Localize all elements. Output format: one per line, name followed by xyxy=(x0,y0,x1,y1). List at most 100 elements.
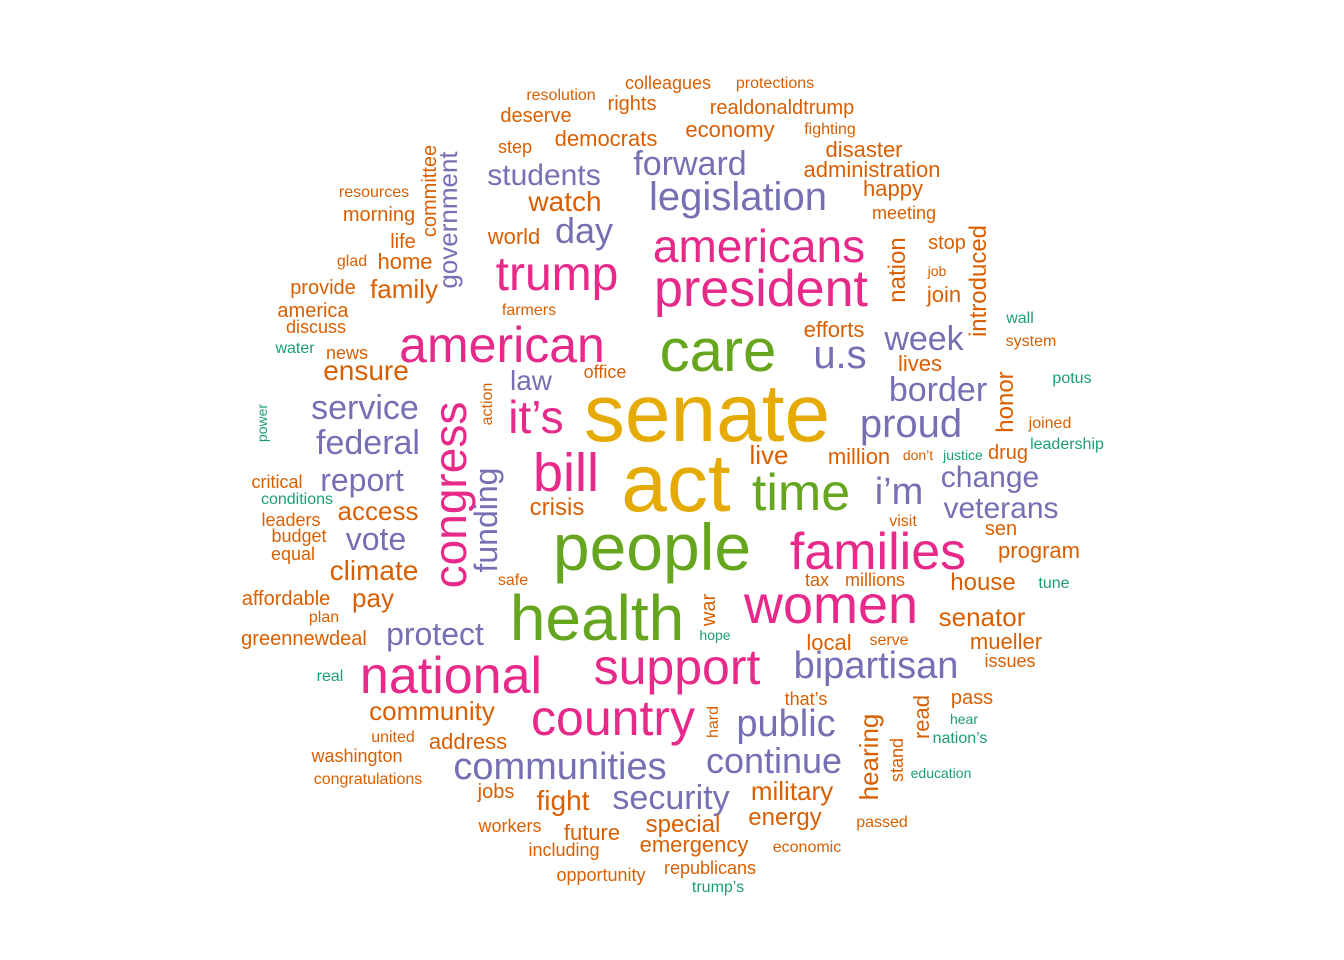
word-bipartisan: bipartisan xyxy=(794,645,959,687)
word-community: community xyxy=(369,696,495,726)
word-women: women xyxy=(743,575,918,635)
word-law: law xyxy=(510,365,553,396)
word-conditions: conditions xyxy=(261,491,333,508)
word-budget: budget xyxy=(271,526,326,546)
word-tune: tune xyxy=(1038,575,1069,592)
word-security: security xyxy=(612,779,729,817)
word-jobs: jobs xyxy=(477,781,515,803)
word-vote: vote xyxy=(346,521,406,557)
word-education: education xyxy=(911,765,972,781)
word-america: america xyxy=(277,300,349,322)
word-efforts: efforts xyxy=(804,317,865,342)
word-access: access xyxy=(338,496,419,526)
word-government: government xyxy=(433,151,463,289)
word-provide: provide xyxy=(290,277,356,299)
word-u-s: u.s xyxy=(813,333,866,377)
word-workers: workers xyxy=(477,816,541,836)
word-washington: washington xyxy=(310,746,402,766)
word-resources: resources xyxy=(339,184,409,201)
word-millions: millions xyxy=(845,570,905,590)
word-stand: stand xyxy=(887,738,907,782)
word-family: family xyxy=(370,274,438,304)
word-resolution: resolution xyxy=(526,87,595,104)
word-time: time xyxy=(752,464,850,522)
word-issues: issues xyxy=(984,651,1035,671)
word-economy: economy xyxy=(685,117,774,142)
word-energy: energy xyxy=(748,804,821,831)
word-congratulations: congratulations xyxy=(314,771,423,788)
word-leadership: leadership xyxy=(1030,436,1104,453)
word-support: support xyxy=(594,639,761,695)
word-crisis: crisis xyxy=(530,494,585,521)
word-continue: continue xyxy=(706,740,842,781)
word-address: address xyxy=(429,729,507,754)
word-legislation: legislation xyxy=(649,175,827,219)
word-day: day xyxy=(555,210,613,251)
word-communities: communities xyxy=(453,746,666,788)
word-water: water xyxy=(274,340,315,357)
word-bill: bill xyxy=(533,443,599,503)
word-disaster: disaster xyxy=(825,137,902,162)
word-special: special xyxy=(646,811,721,838)
word-realdonaldtrump: realdonaldtrump xyxy=(710,97,855,119)
word-lives: lives xyxy=(898,351,942,376)
word-nation: nation xyxy=(884,237,911,302)
word-critical: critical xyxy=(251,472,302,492)
word-don-t: don’t xyxy=(903,447,933,463)
word-news: news xyxy=(326,343,368,363)
word-wall: wall xyxy=(1005,310,1034,327)
word-drug: drug xyxy=(988,442,1028,464)
word-joined: joined xyxy=(1028,415,1072,432)
word-forward: forward xyxy=(633,145,746,183)
word-administration: administration xyxy=(804,157,941,182)
word-introduced: introduced xyxy=(965,225,992,337)
word-happy: happy xyxy=(863,176,923,201)
word-hear: hear xyxy=(950,711,978,727)
word-step: step xyxy=(498,137,532,157)
word-that-s: that’s xyxy=(785,689,828,709)
word-report: report xyxy=(320,462,404,498)
word-trump-s: trump’s xyxy=(692,879,744,896)
word-protections: protections xyxy=(736,75,814,92)
word-million: million xyxy=(828,444,890,469)
word-meeting: meeting xyxy=(872,203,936,223)
word-country: country xyxy=(531,690,695,746)
word-watch: watch xyxy=(527,186,601,217)
word-stop: stop xyxy=(928,232,966,254)
word-rights: rights xyxy=(608,93,657,115)
word-sen: sen xyxy=(985,518,1017,540)
word-world: world xyxy=(487,224,541,249)
word-democrats: democrats xyxy=(555,126,658,151)
word-program: program xyxy=(998,538,1080,563)
word-federal: federal xyxy=(316,424,420,462)
word-senator: senator xyxy=(939,602,1026,632)
word-hope: hope xyxy=(699,627,730,643)
word-honor: honor xyxy=(992,371,1019,432)
word-job: job xyxy=(927,263,947,279)
word-house: house xyxy=(950,569,1015,596)
word-fighting: fighting xyxy=(804,121,856,138)
word-passed: passed xyxy=(856,814,908,831)
word-farmers: farmers xyxy=(502,302,556,319)
word-serve: serve xyxy=(869,632,908,649)
word-greennewdeal: greennewdeal xyxy=(241,628,367,650)
word-act: act xyxy=(621,438,731,529)
word-glad: glad xyxy=(337,253,367,270)
word-health: health xyxy=(510,582,684,654)
word-students: students xyxy=(487,159,600,192)
word-republicans: republicans xyxy=(664,858,756,878)
word-border: border xyxy=(889,371,987,409)
word-hard: hard xyxy=(705,706,722,738)
word-trump: trump xyxy=(496,248,619,301)
word-join: join xyxy=(926,282,961,307)
word-nation-s: nation’s xyxy=(933,730,988,747)
word-home: home xyxy=(377,249,432,274)
word-military: military xyxy=(751,776,833,806)
word-fight: fight xyxy=(537,785,590,816)
word-public: public xyxy=(736,703,835,745)
word-morning: morning xyxy=(343,204,415,226)
word-including: including xyxy=(528,840,599,860)
word-read: read xyxy=(909,695,934,739)
word-it-s: it’s xyxy=(508,391,563,443)
